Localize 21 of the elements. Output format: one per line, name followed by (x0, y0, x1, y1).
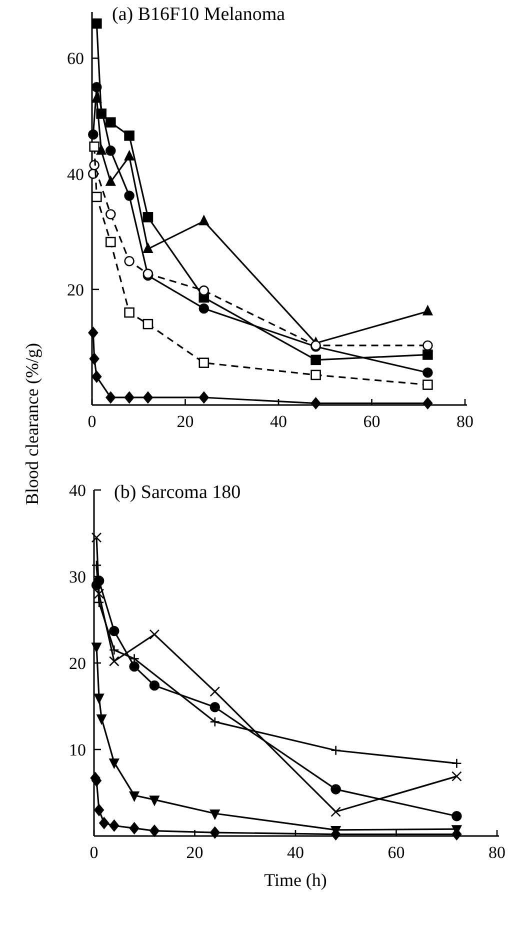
x-tick-label: 0 (90, 843, 98, 862)
chart-title: (b) Sarcoma 180 (114, 482, 241, 503)
x-tick-label: 80 (456, 412, 474, 431)
x-tick-label: 60 (363, 412, 380, 431)
x-tick-label: 60 (388, 843, 405, 862)
y-tick-label: 20 (67, 280, 84, 300)
x-tick-label: 0 (88, 412, 96, 431)
y-tick-label: 40 (69, 480, 86, 500)
x-tick-label: 20 (176, 412, 194, 431)
y-tick-label: 10 (69, 740, 86, 760)
x-axis-title: Time (h) (264, 870, 327, 890)
y-tick-label: 30 (69, 567, 86, 586)
y-tick-label: 60 (67, 49, 84, 68)
x-tick-label: 40 (287, 843, 304, 862)
y-tick-label: 20 (69, 654, 86, 673)
chart-title: (a) B16F10 Melanoma (112, 4, 286, 25)
x-tick-label: 80 (488, 843, 506, 862)
y-axis-title: Blood clearance (%/g) (22, 343, 42, 505)
x-tick-label: 40 (270, 412, 287, 431)
x-tick-label: 20 (186, 843, 204, 862)
y-tick-label: 40 (67, 164, 84, 184)
